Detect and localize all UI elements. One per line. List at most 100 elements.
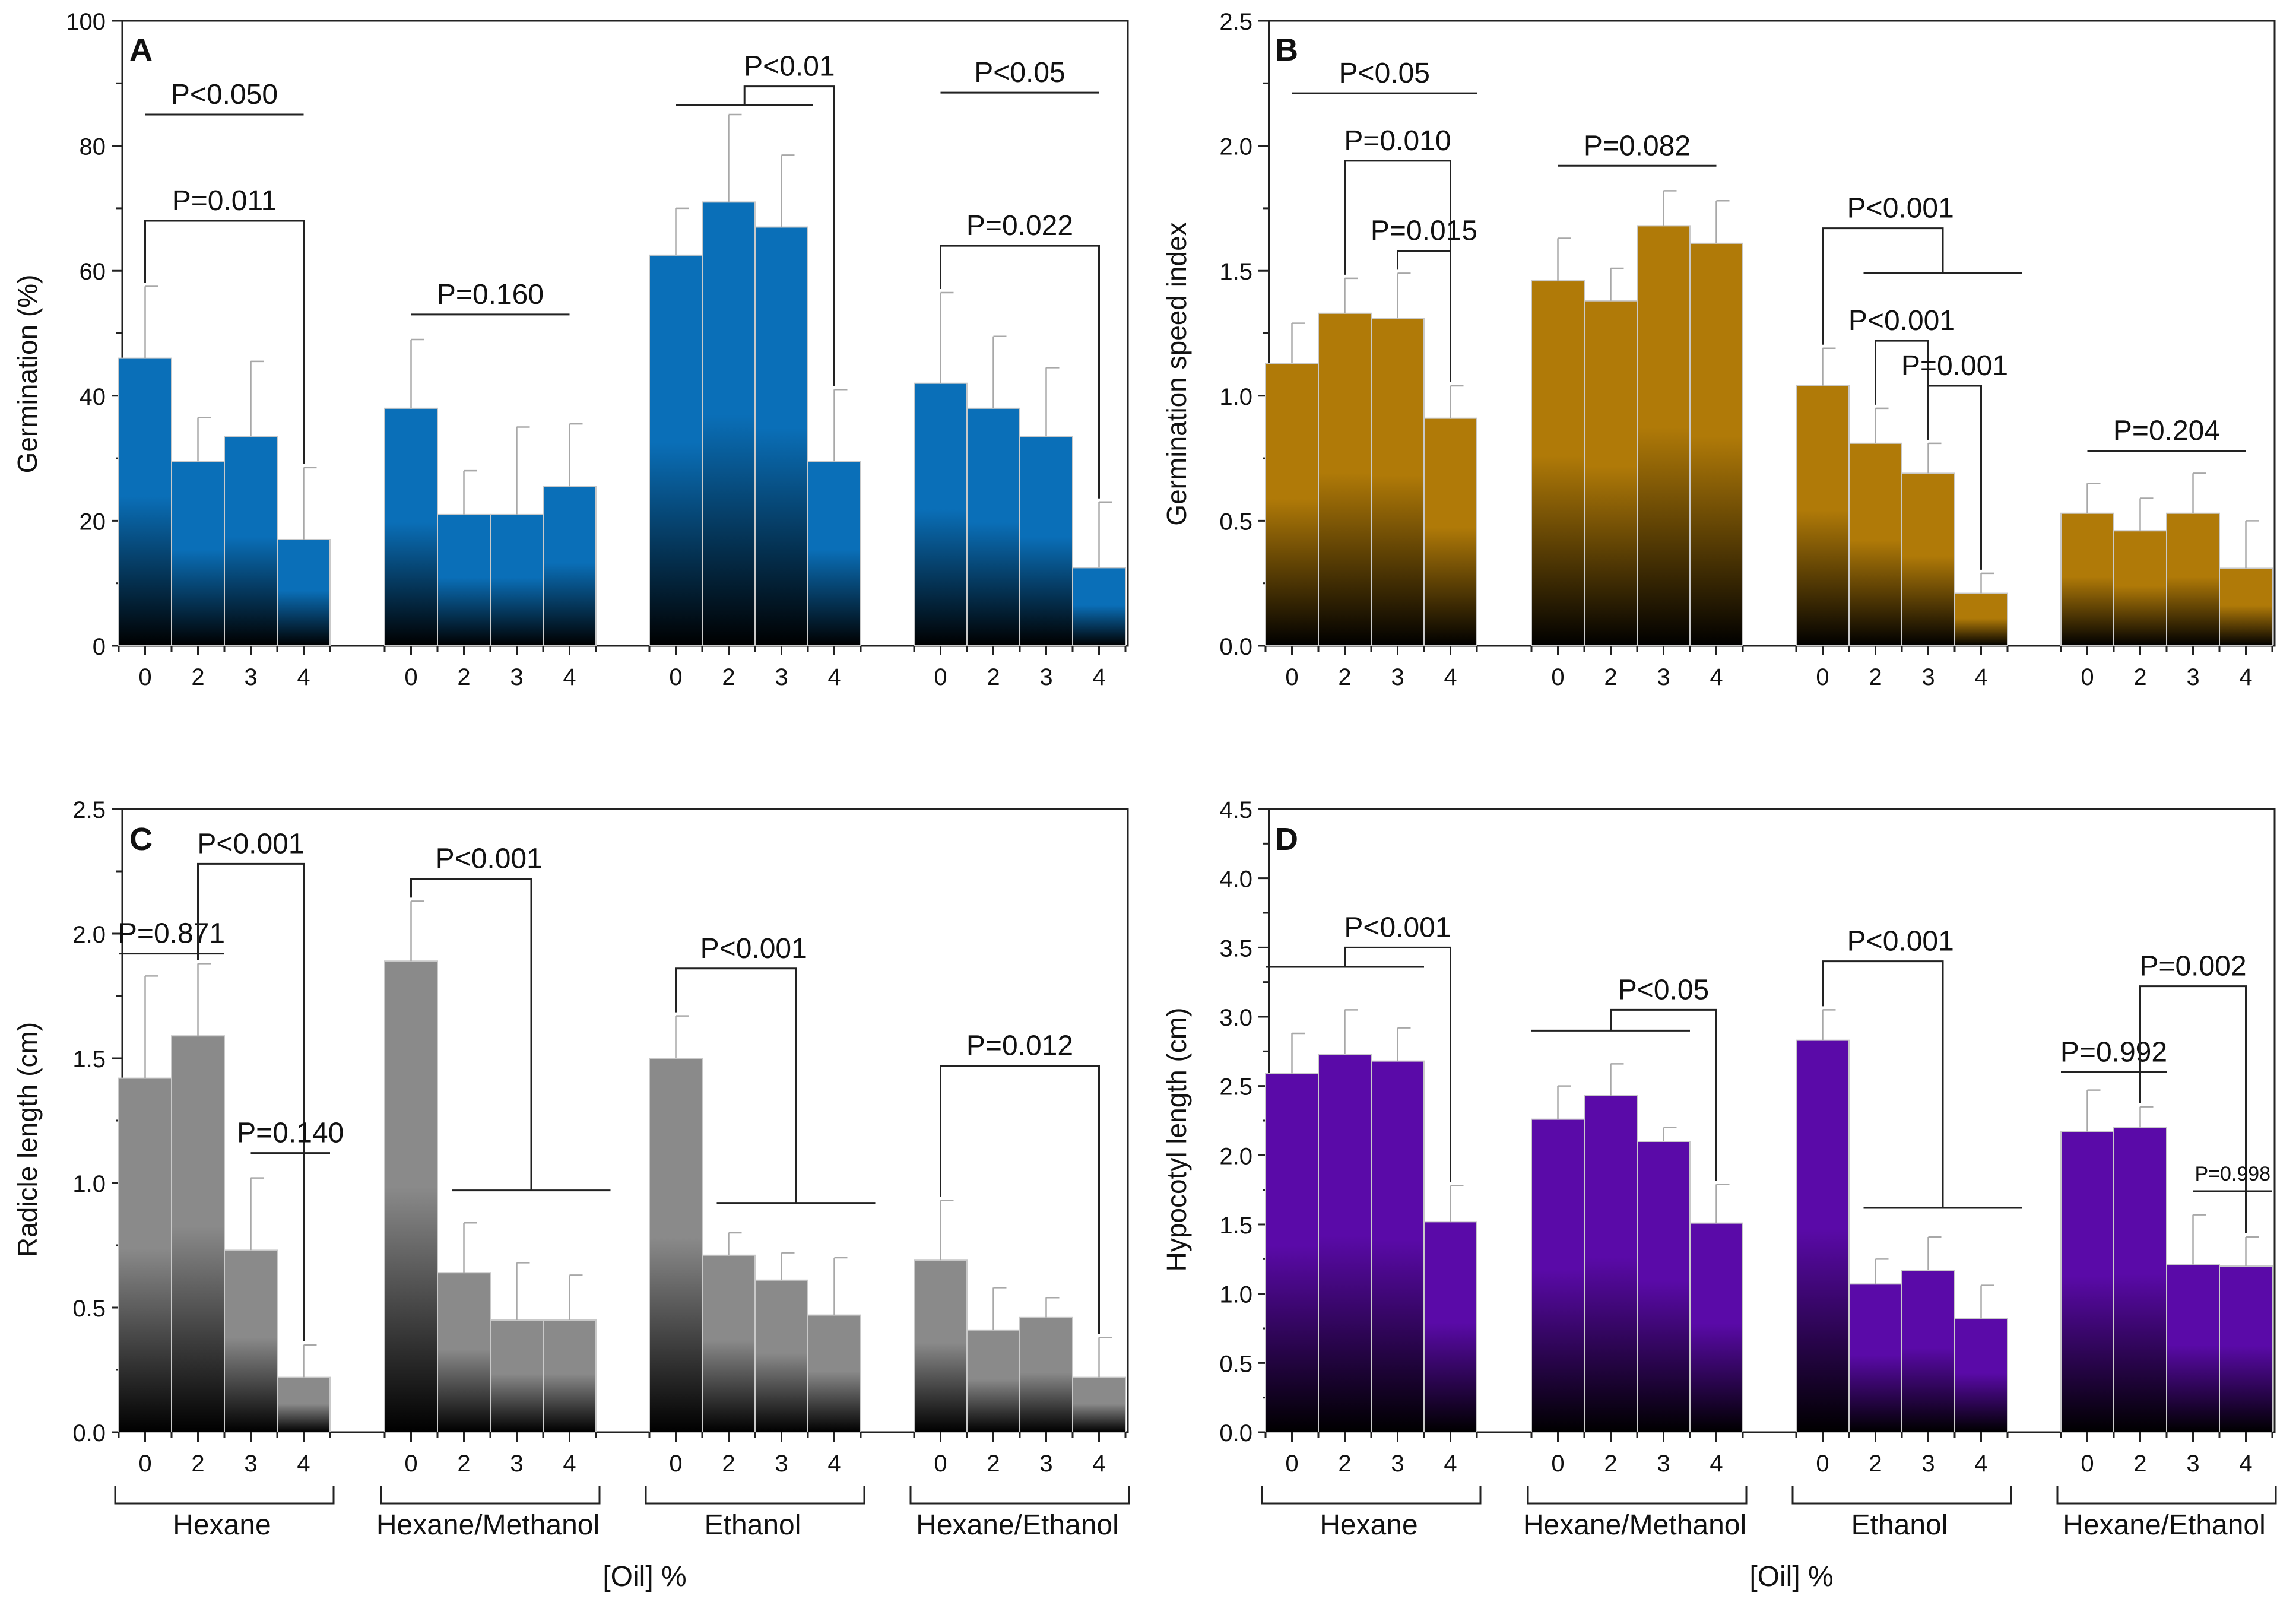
panel-a-bar	[171, 461, 225, 646]
panel-d-ylabel: Hypocotyl length (cm)	[1161, 1008, 1192, 1272]
panel-b-bar	[2060, 512, 2114, 646]
panel-d-x-tick-label: 3	[2186, 1451, 2199, 1477]
panel-b-sig-bracket	[1927, 385, 1982, 570]
panel-a-bar	[702, 201, 756, 646]
panel-d-y-tick-label: 3.5	[1219, 935, 1252, 962]
panel-d-sig-bracket	[1822, 960, 1944, 1208]
panel-a-x-tick-label: 2	[191, 664, 204, 690]
panel-b-bar	[1531, 280, 1585, 647]
panel-c-group-label: Ethanol	[705, 1509, 801, 1541]
panel-a-x-tick-label: 0	[934, 664, 947, 690]
panel-d-x-tick-label: 0	[1285, 1451, 1298, 1477]
panel-d-bar	[1584, 1095, 1638, 1433]
panel-c-bar	[437, 1272, 491, 1433]
panel-d-bar	[2113, 1127, 2167, 1433]
panel-d-label: D	[1275, 821, 1298, 857]
panel-d-y-tick-label: 3.0	[1219, 1005, 1252, 1031]
panel-c-sig-bracket	[940, 1065, 1100, 1334]
panel-b-y-tick-label: 2.5	[1219, 9, 1252, 35]
panel-d-sig-label: P=0.992	[2060, 1036, 2167, 1068]
panel-c-bar	[754, 1279, 808, 1433]
panel-c-bar	[649, 1058, 703, 1433]
panel-c-x-tick-label: 4	[1092, 1451, 1105, 1477]
panel-d-group-bracket	[2056, 1486, 2277, 1505]
panel-a-bar	[490, 513, 544, 646]
panel-b-sig-label: P=0.204	[2113, 415, 2220, 446]
panel-d-x-tick-label: 0	[1816, 1451, 1829, 1477]
panel-c-group-bracket	[909, 1486, 1130, 1505]
panel-a-sig-bracket	[144, 220, 305, 464]
panel-c-sig-label: P=0.012	[966, 1030, 1073, 1062]
panel-c-sig-label: P<0.001	[700, 933, 807, 965]
panel-c-x-tick-label: 4	[827, 1451, 841, 1477]
panel-c-y-tick-label: 0.0	[72, 1420, 106, 1446]
panel-b-sig-label: P<0.05	[1339, 58, 1430, 89]
panel-b-sig-label: P<0.001	[1848, 305, 1955, 337]
panel-d-bar	[1689, 1222, 1743, 1433]
panel-c-group-bracket	[114, 1486, 335, 1505]
panel-c-bar	[490, 1319, 544, 1433]
panel-d-y-tick-label: 0.5	[1219, 1351, 1252, 1377]
panel-b-bar	[1423, 417, 1477, 646]
panel-c-ylabel: Radicle length (cm)	[12, 1022, 43, 1257]
panel-b-sig-label: P=0.082	[1584, 130, 1691, 161]
panel-d-bar	[1954, 1318, 2008, 1433]
panel-c-label: C	[129, 821, 153, 857]
panel-b-x-tick-label: 0	[2081, 664, 2094, 690]
panel-d-group-bracket	[1791, 1486, 2012, 1505]
panel-c-y-tick-label: 1.5	[72, 1046, 106, 1073]
panel-d-bar	[1423, 1221, 1477, 1433]
panel-c-bar	[702, 1254, 756, 1433]
panel-c-bar	[807, 1314, 861, 1433]
panel-b-y-tick-label: 0.5	[1219, 509, 1252, 535]
panel-a-bar	[384, 407, 438, 646]
panel-b-sig-bracket	[1822, 227, 1944, 345]
panel-a-label: A	[129, 32, 153, 68]
panel-a-bar	[807, 461, 861, 646]
panel-d-x-tick-label: 0	[1551, 1451, 1564, 1477]
panel-c-x-tick-label: 0	[934, 1451, 947, 1477]
panel-a-bar	[1072, 567, 1126, 646]
panel-d-group-label: Hexane/Ethanol	[2063, 1509, 2266, 1541]
panel-d-sig-bracket	[1610, 1008, 1717, 1181]
panel-d-x-tick-label: 3	[1391, 1451, 1404, 1477]
panel-a-sig-bracket	[940, 245, 1100, 499]
panel-a-x-tick-label: 0	[138, 664, 151, 690]
panel-c-x-tick-label: 4	[563, 1451, 576, 1477]
panel-b-bar	[1584, 300, 1638, 646]
panel-d-bar	[1848, 1283, 1902, 1433]
panel-d-x-tick-label: 4	[1444, 1451, 1457, 1477]
panel-a-y-tick-label: 40	[80, 384, 106, 410]
panel-c-y-tick-label: 2.0	[72, 922, 106, 948]
panel-b-x-tick-label: 2	[1604, 664, 1617, 690]
panel-d-y-tick-label: 2.5	[1219, 1074, 1252, 1100]
panel-b-bar	[1901, 472, 1955, 646]
panel-d-bar	[1796, 1039, 1850, 1433]
panel-c-bar	[543, 1319, 597, 1433]
panel-b-bar	[1689, 242, 1743, 647]
panel-c-x-tick-label: 2	[191, 1451, 204, 1477]
panel-d-group-label: Hexane/Methanol	[1523, 1509, 1746, 1541]
panel-b-sig-label: P=0.015	[1371, 215, 1477, 247]
panel-d-y-tick-label: 2.0	[1219, 1143, 1252, 1169]
panel-a-bar	[224, 436, 278, 646]
panel-c-sig-bracket	[197, 862, 305, 1341]
panel-c-group-bracket	[380, 1486, 601, 1505]
panel-d-sig-bracket	[2139, 985, 2247, 1233]
panel-b-bar	[1796, 385, 1850, 647]
panel-c-x-tick-label: 3	[775, 1451, 788, 1477]
panel-d-x-tick-label: 0	[2081, 1451, 2094, 1477]
panel-b-y-tick-label: 0.0	[1219, 634, 1252, 660]
panel-d-x-tick-label: 4	[1710, 1451, 1723, 1477]
panel-a-y-tick-label: 60	[80, 259, 106, 285]
panel-a-bar	[966, 407, 1020, 646]
panel-d-bar	[1318, 1054, 1372, 1433]
panel-d-bar	[1901, 1270, 1955, 1433]
panel-b-x-tick-label: 3	[1921, 664, 1935, 690]
panel-d-x-tick-label: 2	[1869, 1451, 1882, 1477]
panel-d: D Hypocotyl length (cm) Hexane Hexane/Me…	[1161, 797, 2277, 1592]
panel-b-y-tick-label: 2.0	[1219, 134, 1252, 160]
panel-c-group-label: Hexane/Ethanol	[916, 1509, 1119, 1541]
panel-c-y-tick-label: 2.5	[72, 797, 106, 823]
